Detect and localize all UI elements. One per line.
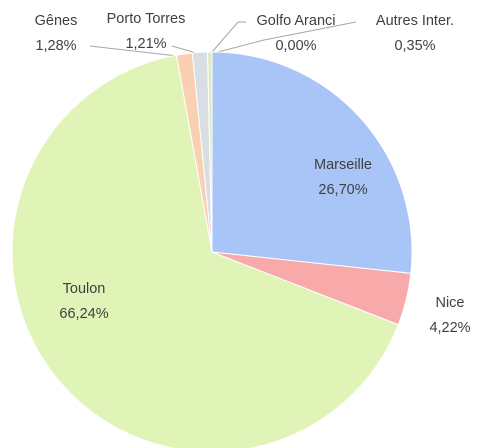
leader-lines (89, 21, 357, 58)
slice-label: Porto Torres (107, 11, 186, 27)
value-label: 26,70% (318, 182, 367, 198)
slice-label: Gênes (35, 13, 78, 29)
slice-label: Nice (435, 295, 464, 311)
slice-label: Marseille (314, 157, 372, 173)
leader-line (211, 21, 246, 53)
value-label: 0,35% (394, 38, 435, 54)
slice-label: Autres Inter. (376, 13, 454, 29)
value-label: 1,28% (35, 38, 76, 54)
value-label: 0,00% (275, 38, 316, 54)
leader-line (89, 45, 187, 58)
leader-line (213, 21, 357, 54)
slice-label: Toulon (63, 281, 106, 297)
pie-slice (211, 51, 413, 274)
slice-label: Golfo Aranci (257, 13, 336, 29)
pie-slice (207, 51, 213, 253)
pie-slice (11, 54, 399, 448)
value-label: 4,22% (429, 320, 470, 336)
value-label: 1,21% (125, 36, 166, 52)
value-label: 66,24% (59, 306, 108, 322)
